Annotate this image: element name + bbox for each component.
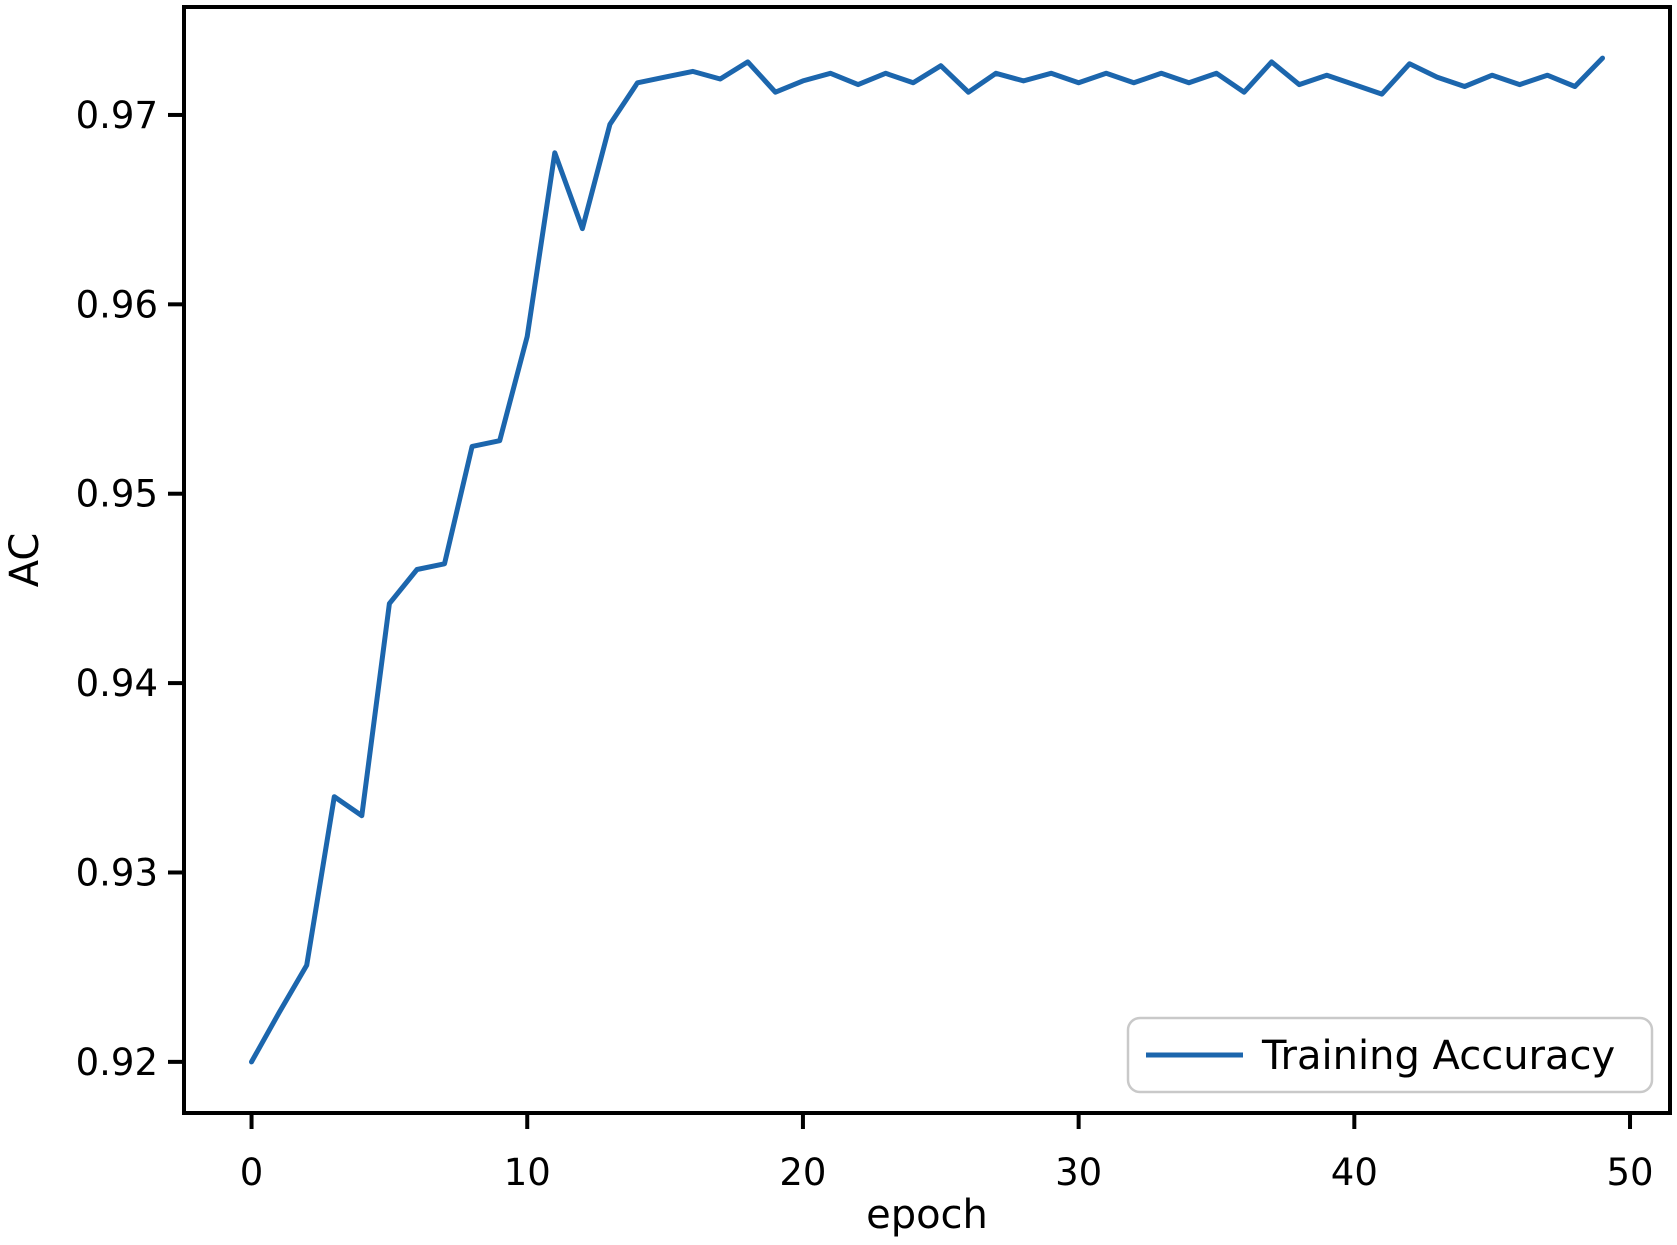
y-tick-label: 0.94 <box>76 662 158 705</box>
x-tick-label: 0 <box>240 1151 264 1194</box>
legend-box <box>1126 1016 1654 1094</box>
x-tick-label: 40 <box>1331 1151 1378 1194</box>
x-tick-label: 50 <box>1606 1151 1653 1194</box>
axis-ticks <box>168 112 1633 1129</box>
x-tick-label: 30 <box>1055 1151 1102 1194</box>
axis-tick-labels: 0 10 20 30 40 50 0.92 0.93 0.94 0.95 0.96 0.97 <box>76 94 1654 1194</box>
y-tick-label: 0.96 <box>76 283 158 326</box>
legend: Training Accuracy <box>1126 1016 1654 1094</box>
y-tick-label: 0.97 <box>76 94 158 137</box>
x-tick-label: 10 <box>504 1151 551 1194</box>
x-axis-label: epoch <box>866 1192 988 1238</box>
data-line-group <box>249 55 1605 1065</box>
y-tick-label: 0.93 <box>76 851 158 894</box>
y-axis-label: AC <box>2 533 48 588</box>
y-tick-label: 0.95 <box>76 473 158 516</box>
training-accuracy-line <box>249 55 1605 1065</box>
legend-label: Training Accuracy <box>1261 1033 1615 1079</box>
x-tick-label: 20 <box>779 1151 826 1194</box>
y-tick-label: 0.92 <box>76 1041 158 1084</box>
plot-border <box>182 5 1672 1115</box>
